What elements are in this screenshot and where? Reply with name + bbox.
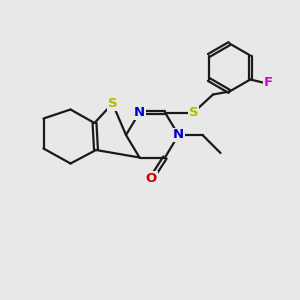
Text: N: N xyxy=(173,128,184,142)
Text: F: F xyxy=(264,76,273,89)
Text: O: O xyxy=(146,172,157,185)
Text: S: S xyxy=(189,106,198,119)
Text: S: S xyxy=(108,97,117,110)
Text: N: N xyxy=(134,106,145,119)
